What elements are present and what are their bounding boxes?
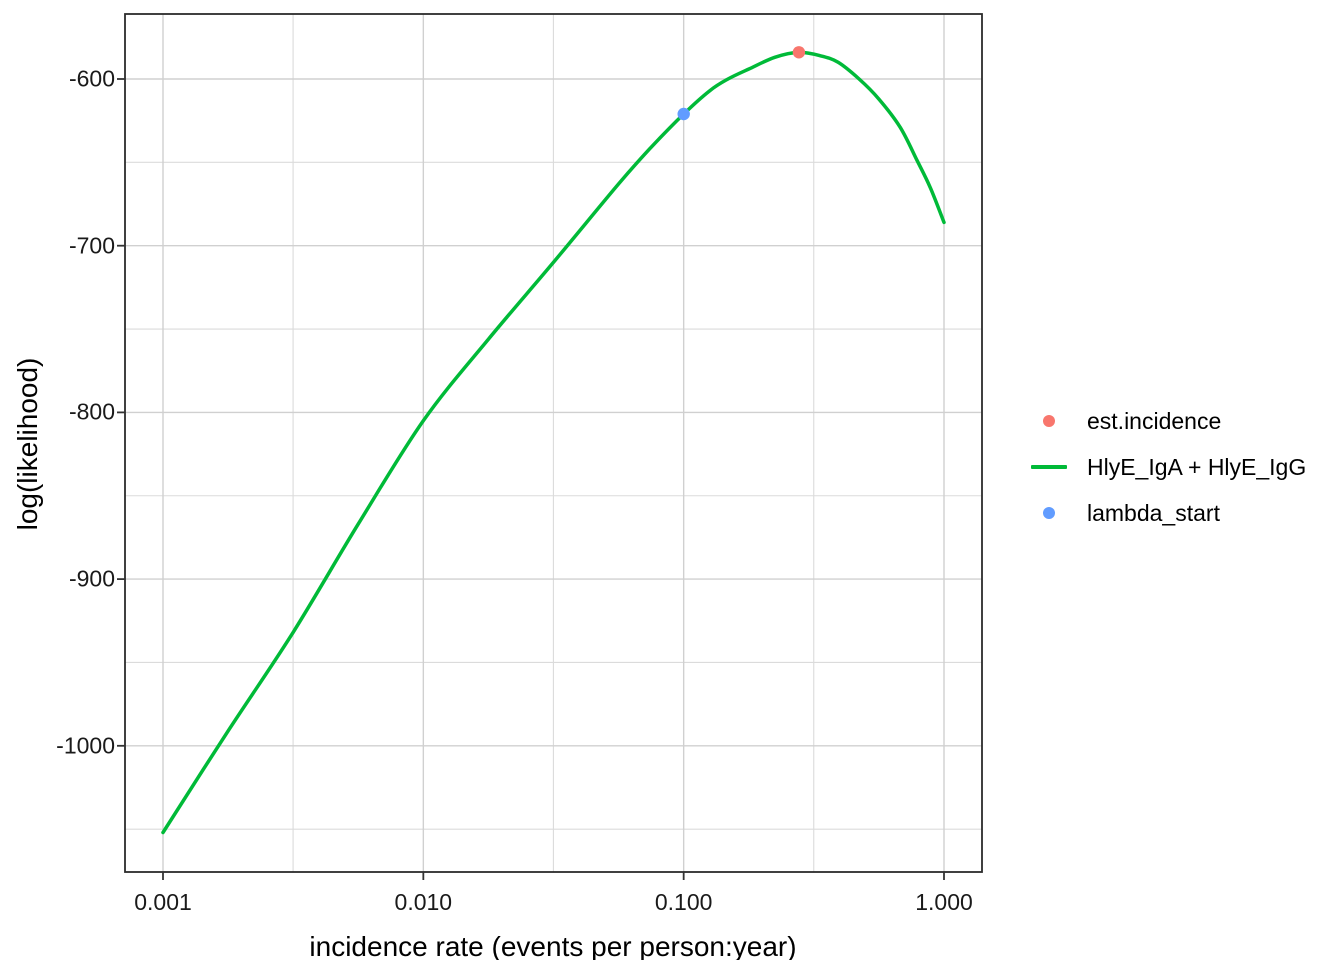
line-key-icon <box>1030 465 1067 469</box>
x-axis-tick-label: 0.100 <box>654 889 713 915</box>
panel-border <box>124 13 983 873</box>
y-axis-tick-label: -900 <box>68 565 115 592</box>
x-axis-tick-label: 0.010 <box>394 889 453 915</box>
legend-key-lambda-start <box>1030 495 1067 532</box>
legend-key-hlye-iga-hlye-igg <box>1030 449 1067 486</box>
legend-label-est-incidence: est.incidence <box>1087 407 1222 434</box>
curve-hlye-iga-hlye-igg <box>161 50 946 835</box>
legend-item-hlye-iga-hlye-igg: HlyE_IgA + HlyE_IgG <box>1030 444 1306 490</box>
x-axis-tick-label: 0.001 <box>134 889 192 915</box>
legend-item-est-incidence: est.incidence <box>1030 398 1306 444</box>
legend-label-hlye-iga-hlye-igg: HlyE_IgA + HlyE_IgG <box>1087 453 1307 480</box>
legend-key-est-incidence <box>1030 403 1067 440</box>
point-est-incidence <box>792 46 806 59</box>
x-axis-title: incidence rate (events per person:year) <box>309 931 797 960</box>
y-axis-title: log(likelihood) <box>12 357 43 531</box>
y-axis-tick-label: -600 <box>68 65 115 92</box>
point-lambda-start <box>677 107 690 121</box>
legend-label-lambda-start: lambda_start <box>1087 499 1220 526</box>
x-axis-tick-label: 1.000 <box>915 889 973 915</box>
point-key-icon <box>1042 507 1055 519</box>
legend-item-lambda-start: lambda_start <box>1030 490 1306 536</box>
point-key-icon <box>1042 415 1055 427</box>
y-axis-tick-label: -700 <box>68 232 115 259</box>
legend: est.incidence HlyE_IgA + HlyE_IgG lambda_s… <box>1030 398 1306 536</box>
y-axis-tick-label: -800 <box>68 398 115 425</box>
y-axis-tick-label: -1000 <box>56 732 115 759</box>
